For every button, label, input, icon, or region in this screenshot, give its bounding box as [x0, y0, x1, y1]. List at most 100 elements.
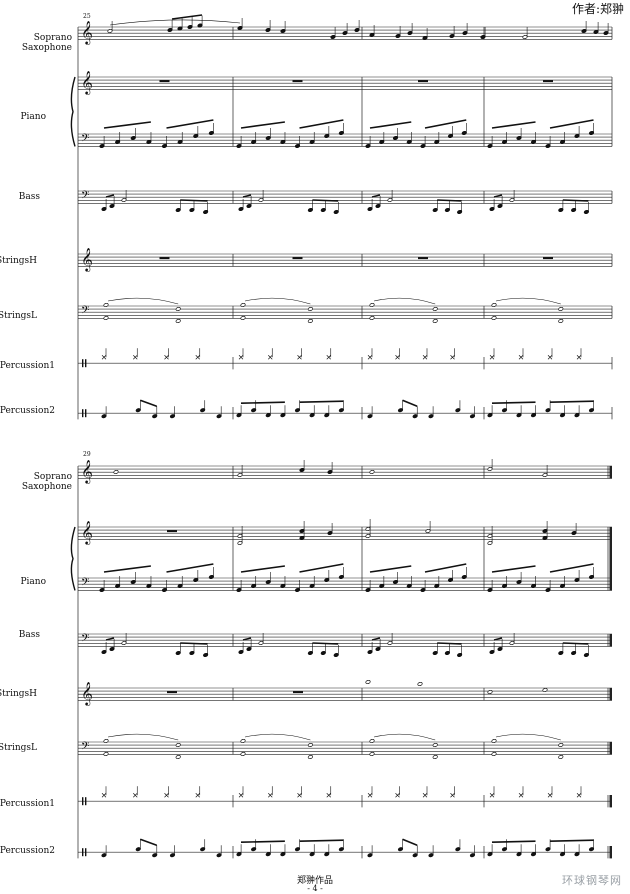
note-head [175, 754, 181, 760]
beam [240, 401, 285, 404]
note-head [558, 742, 564, 748]
note-head [103, 738, 109, 744]
note-head [175, 742, 181, 748]
instrument-label-stringsh: StringsH [0, 256, 37, 266]
beam [491, 121, 536, 129]
final-barline [609, 846, 612, 859]
note-head [103, 315, 109, 321]
x-note-head [422, 354, 428, 360]
rest [543, 80, 553, 83]
x-note-head [422, 792, 428, 798]
percussion-clef-icon [82, 797, 84, 806]
x-note-head [268, 792, 273, 798]
bass-clef-icon: 𝄢 [81, 133, 89, 148]
beam [369, 121, 412, 129]
note-head [175, 318, 181, 324]
site-watermark: 环球钢琴网 [562, 874, 622, 887]
percussion-clef-icon [85, 409, 87, 418]
note-head [491, 302, 497, 308]
x-note-head [164, 354, 169, 360]
instrument-label-sax: Soprano Saxophone [21, 472, 72, 492]
beam [549, 839, 594, 842]
slur [244, 297, 311, 305]
beam [312, 642, 339, 645]
beam [549, 563, 594, 573]
percussion-clef-icon [85, 359, 87, 368]
note-head [432, 742, 438, 748]
beam [180, 199, 208, 202]
beam [299, 839, 344, 842]
rest [418, 257, 428, 260]
note-head [491, 738, 497, 744]
beam [299, 119, 344, 129]
beam [242, 637, 252, 641]
percussion-clef-icon [85, 797, 87, 806]
instrument-label-perc1: Percussion1 [0, 361, 55, 371]
x-note-head [518, 354, 524, 360]
beam [562, 199, 589, 202]
note-head [307, 306, 313, 312]
final-barline [609, 795, 612, 808]
rest [167, 530, 177, 533]
x-note-head [547, 792, 553, 798]
slur [244, 733, 311, 741]
beam [491, 401, 536, 404]
x-note-head [101, 354, 107, 360]
note-head [103, 302, 109, 308]
composer-credit: 作者:郑翀 [571, 2, 624, 16]
bass-clef-icon: 𝄢 [81, 741, 89, 756]
final-barline [609, 634, 612, 647]
x-note-head [297, 354, 302, 360]
x-note-head [450, 792, 455, 798]
instrument-label-piano: Piano [20, 577, 46, 587]
beam [549, 400, 594, 403]
beam [371, 637, 381, 641]
instrument-label-stringsh: StringsH [0, 689, 37, 699]
beam [402, 399, 418, 407]
rest [292, 80, 303, 83]
rest [159, 80, 170, 83]
beam [299, 400, 344, 403]
note-head [307, 742, 313, 748]
x-note-head [326, 792, 331, 798]
slur [373, 297, 436, 305]
beam [103, 565, 151, 573]
piano-brace [70, 526, 76, 591]
final-barline [609, 527, 612, 591]
x-note-head [133, 792, 138, 798]
note-head [240, 315, 246, 321]
beam [105, 194, 115, 198]
note-head [369, 469, 375, 475]
note-head [417, 681, 423, 687]
note-head [558, 318, 564, 324]
x-note-head [576, 792, 582, 798]
bass-clef-icon: 𝄢 [81, 305, 89, 320]
note-head [365, 679, 371, 685]
note-head [307, 754, 313, 760]
note-head [487, 689, 493, 695]
beam [166, 119, 214, 129]
note-head [432, 754, 438, 760]
bass-clef-icon: 𝄢 [81, 633, 89, 648]
slur [109, 19, 241, 26]
beam [369, 565, 412, 573]
note-head [369, 302, 375, 308]
slur [107, 297, 179, 305]
beam [493, 194, 503, 198]
percussion-clef-icon [82, 409, 84, 418]
note-head [113, 469, 119, 475]
beam [166, 563, 214, 573]
instrument-label-perc1: Percussion1 [0, 799, 55, 809]
beam [424, 119, 467, 129]
beam [139, 838, 157, 846]
rest [418, 80, 428, 83]
x-note-head [450, 354, 455, 360]
x-note-head [367, 354, 373, 360]
note-head [491, 315, 497, 321]
x-note-head [195, 792, 200, 798]
beam [242, 194, 252, 198]
beam [240, 840, 285, 843]
instrument-label-perc2: Percussion2 [0, 846, 55, 856]
x-note-head [133, 354, 138, 360]
